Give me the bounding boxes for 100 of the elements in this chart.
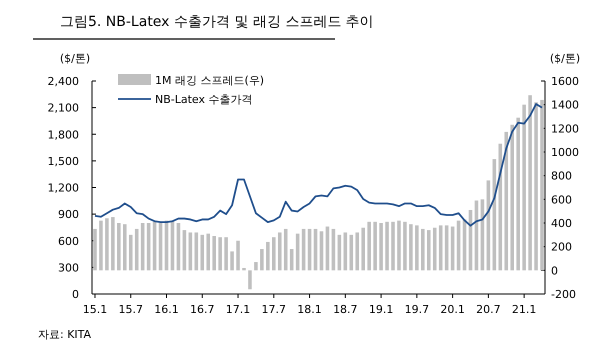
text: 자료: KITA	[38, 328, 92, 341]
bar	[534, 102, 538, 270]
bar	[397, 220, 401, 270]
bar	[236, 240, 240, 270]
bar	[176, 223, 180, 270]
x-tick-label: 16.1	[154, 303, 179, 316]
bar	[278, 232, 282, 270]
x-tick-label: 19.7	[404, 303, 430, 316]
bar	[438, 225, 442, 270]
bar	[158, 223, 162, 270]
x-tick-label: 16.7	[190, 303, 215, 316]
legend-label: 1M 래깅 스프레드(우)	[155, 74, 264, 87]
bar	[415, 225, 419, 270]
bar	[146, 223, 150, 270]
bar	[373, 222, 377, 270]
bar	[296, 234, 300, 270]
bar	[266, 242, 270, 270]
bar	[182, 230, 186, 270]
x-tick-label: 19.1	[368, 303, 394, 316]
bar	[456, 220, 460, 270]
bar	[468, 210, 472, 270]
bar	[111, 217, 115, 270]
y-tick-label: 2,100	[48, 102, 79, 115]
bar	[122, 224, 127, 270]
x-tick-label: 18.7	[333, 303, 358, 316]
bar	[188, 232, 192, 270]
bar	[290, 249, 294, 270]
bar	[200, 234, 204, 270]
y-axis-title: ($/톤)	[60, 52, 90, 65]
bar	[212, 236, 216, 270]
bar	[450, 226, 454, 270]
bar	[224, 237, 228, 270]
y-tick-label: 900	[58, 208, 79, 222]
bar	[492, 159, 496, 270]
bar	[355, 232, 360, 270]
bar	[308, 228, 312, 270]
bar	[194, 232, 198, 270]
y2-tick-label: 400	[551, 217, 572, 230]
line-series	[94, 103, 543, 227]
bar	[367, 222, 371, 270]
bar	[522, 104, 526, 270]
bar	[349, 234, 354, 270]
y-tick-label: 300	[58, 261, 79, 274]
bar	[528, 95, 532, 270]
bar	[432, 228, 437, 270]
y-tick-label: 1,200	[48, 182, 79, 194]
bar	[379, 223, 383, 270]
bar	[128, 234, 133, 270]
bar	[302, 228, 306, 270]
bar	[332, 228, 336, 270]
bar	[444, 225, 448, 270]
x-tick-label: 15.1	[82, 303, 108, 316]
x-tick-label: 17.7	[262, 303, 286, 316]
x-tick-label: 18.1	[297, 303, 322, 316]
y-tick-label: 2,400	[48, 75, 79, 88]
bar	[272, 237, 276, 270]
bar	[344, 232, 348, 270]
bar	[474, 200, 478, 270]
bar	[426, 230, 431, 270]
bar	[504, 132, 508, 270]
y-tick-label: 600	[58, 234, 79, 248]
y-tick-label: 1,500	[48, 154, 79, 168]
bar	[218, 237, 222, 270]
bar	[206, 234, 210, 270]
bar	[93, 228, 97, 270]
y2-axis-title: ($/톤)	[550, 52, 580, 65]
bar	[361, 228, 365, 270]
bar	[260, 249, 264, 270]
y2-tick-label: 1000	[551, 146, 579, 159]
bar	[540, 100, 544, 270]
y-tick-label: 0	[72, 288, 79, 301]
bar	[409, 224, 413, 270]
bar	[284, 228, 288, 270]
y2-tick-label: -200	[551, 288, 576, 301]
y2-tick-label: 1600	[551, 75, 579, 88]
bar	[510, 124, 514, 270]
y2-tick-label: 800	[551, 170, 572, 183]
y2-tick-label: 1400	[551, 98, 579, 112]
x-tick-label: 21.1	[512, 303, 536, 316]
bar	[140, 223, 144, 270]
bar	[326, 226, 330, 270]
x-tick-label: 15.7	[118, 303, 143, 316]
bar	[99, 220, 103, 270]
x-tick-label: 17.1	[226, 303, 250, 316]
y2-tick-label: 0	[551, 264, 558, 278]
legend-label: NB-Latex 수출가격	[155, 93, 253, 106]
bar	[320, 231, 324, 270]
bar	[338, 234, 342, 270]
bar	[254, 262, 258, 270]
y-tick-label: 1,800	[48, 128, 79, 142]
bar	[421, 228, 425, 270]
bar	[164, 220, 168, 270]
y2-tick-label: 200	[551, 240, 572, 254]
bar	[170, 220, 174, 270]
x-tick-label: 20.1	[440, 303, 465, 316]
chart-title: 그림5. NB-Latex 수출가격 및 래깅 스프레드 추이	[60, 14, 374, 30]
bar	[314, 228, 318, 270]
bar	[516, 118, 520, 270]
x-tick-label: 20.7	[476, 303, 501, 316]
bar	[403, 222, 407, 270]
